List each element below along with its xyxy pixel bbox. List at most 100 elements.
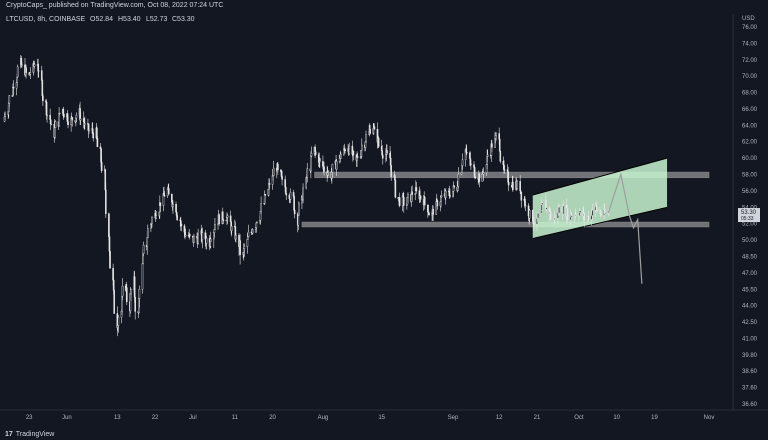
- y-tick-label: 68.00: [742, 91, 758, 97]
- candle-body: [184, 234, 187, 237]
- candle-body: [419, 195, 422, 200]
- candle-body: [587, 216, 590, 220]
- candle-body: [319, 158, 321, 162]
- x-tick-label: 13: [114, 415, 121, 421]
- candle-body: [108, 236, 111, 252]
- y-tick-label: 38.60: [742, 369, 758, 375]
- ohlc-high: H53.40: [118, 16, 141, 23]
- candle-body: [100, 161, 103, 171]
- candle-body: [251, 229, 254, 234]
- candle-body: [256, 221, 258, 224]
- y-tick-label: 47.00: [742, 271, 758, 277]
- candle-body: [310, 155, 312, 172]
- tradingview-logo[interactable]: 17 TradingView: [5, 429, 54, 439]
- x-tick-label: 12: [496, 415, 503, 421]
- candle-body: [356, 156, 359, 158]
- candle-body: [498, 138, 501, 152]
- candle-body: [146, 228, 149, 238]
- candle-body: [453, 185, 455, 188]
- axes-layer: 76.00 74.00 72.00 70.00 68.00 66.00 64.00 62.00…: [0, 14, 768, 421]
- x-tick-label: 10: [613, 415, 620, 421]
- y-tick-label: 48.50: [742, 254, 758, 260]
- y-tick-label: 44.00: [742, 304, 758, 310]
- candle-body: [12, 86, 15, 89]
- candle-body: [554, 215, 556, 219]
- candle-body: [373, 126, 376, 130]
- candle-body: [209, 238, 212, 242]
- candle-body: [146, 237, 149, 247]
- candle-body: [465, 152, 468, 154]
- candle-body: [112, 267, 114, 281]
- candle-body: [591, 210, 594, 216]
- candle-body: [545, 207, 548, 210]
- candle-body: [272, 167, 275, 176]
- y-tick-label: 74.00: [742, 41, 758, 47]
- published-text: CryptoCaps_ published on TradingView.com…: [6, 2, 224, 9]
- candle-body: [331, 163, 334, 173]
- candle-body: [600, 213, 602, 216]
- candle-body: [604, 212, 607, 214]
- x-tick-label: Sep: [448, 415, 459, 421]
- candle-body: [46, 114, 48, 117]
- x-tick-label: 19: [651, 415, 658, 421]
- candle-body: [45, 101, 48, 116]
- candle-body: [218, 214, 220, 224]
- x-tick-label: Jun: [62, 415, 72, 421]
- candle-body: [499, 150, 502, 162]
- candle-body: [4, 114, 6, 117]
- candle-body: [415, 187, 418, 192]
- candle-body: [531, 209, 534, 222]
- candle-body: [29, 72, 32, 75]
- candle-body: [42, 95, 44, 102]
- y-tick-label: 50.00: [742, 238, 758, 244]
- y-tick-label: 36.60: [742, 402, 758, 408]
- candle-body: [214, 224, 216, 230]
- candle-body: [79, 118, 82, 121]
- candle-body: [386, 150, 388, 154]
- x-tick-label: 15: [378, 415, 385, 421]
- candle-body: [54, 121, 57, 128]
- candle-body: [167, 188, 170, 195]
- candle-body: [285, 193, 288, 196]
- candle-body: [226, 215, 229, 218]
- candle-body: [25, 67, 27, 74]
- candle-body: [109, 250, 111, 269]
- y-tick-label: 56.00: [742, 189, 758, 195]
- candle-body: [243, 246, 246, 250]
- candle-body: [377, 137, 380, 147]
- candle-body: [293, 210, 296, 215]
- candle-body: [436, 200, 439, 207]
- candle-body: [402, 196, 405, 206]
- candle-body: [134, 297, 136, 312]
- candle-body: [314, 151, 317, 155]
- candle-body: [92, 132, 95, 139]
- candle-body: [474, 176, 476, 179]
- candle-body: [75, 114, 78, 119]
- candle-body: [352, 150, 355, 155]
- candle-body: [96, 138, 99, 148]
- candle-body: [54, 127, 56, 138]
- y-tick-label: 64.00: [742, 123, 758, 129]
- candle-body: [205, 238, 208, 244]
- candle-body: [449, 194, 451, 197]
- candle-body: [8, 95, 11, 104]
- candle-body: [113, 290, 116, 314]
- y-axis-unit: USD: [742, 16, 755, 22]
- candle-body: [340, 153, 342, 159]
- candle-body: [33, 64, 36, 67]
- y-tick-label: 70.00: [742, 74, 758, 80]
- y-tick-label: 45.50: [742, 287, 758, 293]
- x-tick-label: Aug: [318, 415, 329, 421]
- x-tick-label: 11: [232, 415, 239, 421]
- candle-body: [390, 165, 392, 177]
- candle-body: [491, 143, 493, 148]
- candle-body: [428, 212, 430, 216]
- candle-body: [58, 112, 61, 115]
- ohlc-close: C53.30: [172, 16, 195, 23]
- candle-body: [142, 244, 145, 254]
- x-tick-label: Nov: [704, 415, 715, 421]
- symbol-label: LTCUSD, 8h, COINBASE: [6, 16, 86, 23]
- ohlc-open: O52.84: [90, 16, 113, 23]
- candle-body: [108, 213, 110, 237]
